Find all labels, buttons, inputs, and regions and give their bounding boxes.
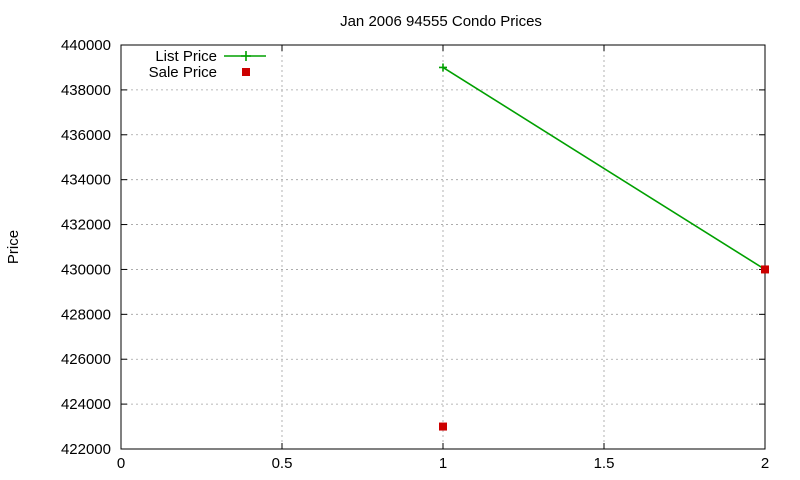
y-tick-label: 422000 [61,441,111,458]
y-tick-label: 430000 [61,261,111,278]
series-layer [439,63,769,431]
grid-layer [121,45,765,449]
x-tick-label: 1 [439,455,447,472]
y-axis-label: Price [5,230,22,264]
x-tick-label: 2 [761,455,769,472]
x-tick-label: 0.5 [272,455,293,472]
tick-layer: 422000 424000 426000 428000 430000 432000 4340… [61,37,769,472]
legend-label-list-price: List Price [155,48,217,65]
legend: List Price Sale Price [149,48,266,81]
series-line-list-price [442,66,766,271]
x-tick-label: 0 [117,455,125,472]
y-tick-label: 434000 [61,172,111,189]
y-tick-label: 428000 [61,306,111,323]
x-tick-label: 1.5 [594,455,615,472]
data-point-list-price [439,63,447,72]
legend-marker-sale-price [242,68,250,76]
y-tick-label: 432000 [61,217,111,234]
y-tick-label: 440000 [61,37,111,54]
data-point-sale-price [761,265,769,274]
y-tick-label: 436000 [61,127,111,144]
legend-label-sale-price: Sale Price [149,64,217,81]
data-point-sale-price [439,422,447,431]
y-tick-label: 424000 [61,396,111,413]
legend-marker-list-price [241,51,251,61]
chart-title: Jan 2006 94555 Condo Prices [340,13,542,30]
y-tick-label: 426000 [61,351,111,368]
y-tick-label: 438000 [61,82,111,99]
